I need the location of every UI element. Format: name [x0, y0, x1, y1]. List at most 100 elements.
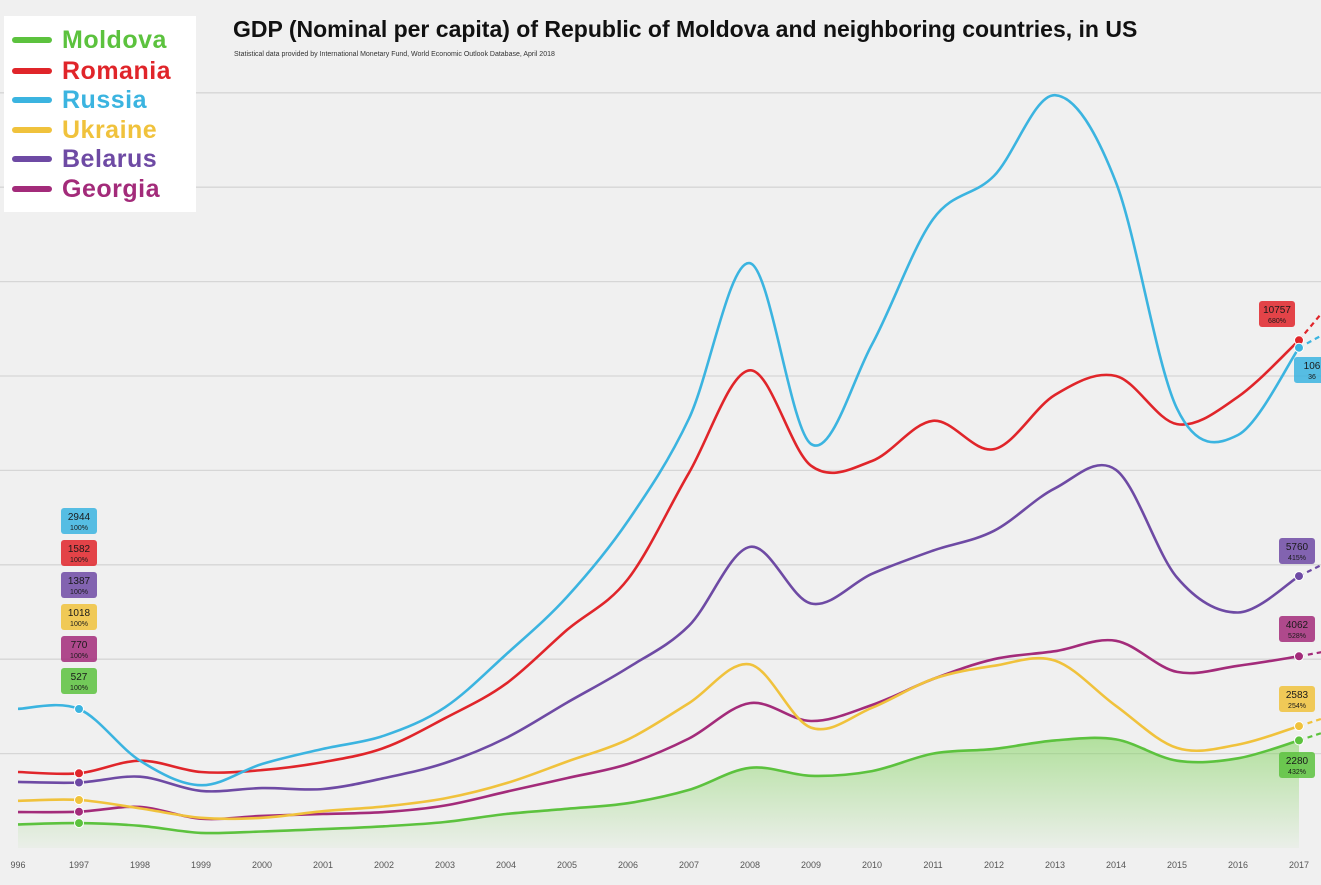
data-point-moldova [74, 818, 84, 829]
x-tick-label: 2009 [801, 860, 821, 870]
legend-swatch [12, 97, 52, 103]
value-label-percent: 254% [1288, 703, 1306, 710]
value-label-box [61, 668, 97, 694]
legend-label: Georgia [62, 174, 160, 203]
value-label-box [1279, 616, 1315, 642]
legend-swatch [12, 156, 52, 162]
x-tick-label: 2003 [435, 860, 455, 870]
data-point-georgia [1294, 651, 1304, 662]
value-label-text: 1582 [68, 544, 91, 555]
legend-label: Ukraine [62, 115, 158, 144]
value-label-percent: 100% [70, 557, 88, 564]
value-label-belarus: 1387 100% [61, 572, 97, 598]
value-label-percent: 100% [70, 653, 88, 660]
value-label-text: 4062 [1286, 620, 1309, 631]
x-tick-label: 2007 [679, 860, 699, 870]
data-point-georgia [74, 806, 84, 817]
series-line-belarus [17, 463, 1300, 793]
legend-label: Belarus [62, 144, 158, 173]
x-tick-label: 2011 [923, 860, 942, 870]
legend-item-romania: Romania [12, 56, 171, 86]
value-label-moldova: 527 100% [61, 668, 97, 694]
x-tick-label: 2012 [984, 860, 1004, 870]
value-label-text: 1018 [68, 608, 91, 619]
value-label-text: 106 [1304, 361, 1321, 372]
legend-item-russia: Russia [12, 85, 147, 115]
value-label-georgia: 770 100% [61, 636, 97, 662]
value-label-text: 10757 [1263, 305, 1291, 316]
value-label-percent: 36 [1308, 374, 1316, 381]
value-label-text: 2280 [1286, 756, 1309, 767]
series-line-romania [17, 339, 1300, 776]
forecast-line-russia [1298, 334, 1321, 349]
value-label-ukraine: 2583 254% [1279, 686, 1315, 712]
value-label-belarus: 5760 415% [1279, 538, 1315, 564]
value-label-text: 770 [71, 640, 88, 651]
value-label-percent: 415% [1288, 555, 1306, 562]
x-tick-label: 2008 [740, 860, 760, 870]
x-tick-label: 996 [10, 860, 25, 870]
x-tick-label: 2001 [313, 860, 333, 870]
data-point-belarus [1294, 571, 1304, 582]
x-tick-label: 2000 [252, 860, 272, 870]
forecast-line-ukraine [1298, 717, 1321, 728]
value-label-percent: 528% [1288, 633, 1306, 640]
x-tick-label: 2002 [374, 860, 394, 870]
legend-swatch [12, 186, 52, 192]
x-tick-label: 2006 [618, 860, 638, 870]
series-line-ukraine [17, 656, 1300, 821]
data-point-russia [1294, 342, 1304, 353]
legend-item-georgia: Georgia [12, 174, 160, 204]
data-point-russia [74, 704, 84, 714]
value-label-text: 2944 [68, 512, 91, 523]
value-label-box [1279, 538, 1315, 564]
x-tick-label: 1998 [130, 860, 150, 870]
gridlines [0, 92, 1321, 755]
value-label-ukraine: 1018 100% [61, 604, 97, 630]
chart-title: GDP (Nominal per capita) of Republic of … [233, 16, 1138, 42]
x-tick-label: 2004 [496, 860, 516, 870]
value-label-text: 2583 [1286, 690, 1309, 701]
x-tick-label: 2013 [1045, 860, 1065, 870]
value-label-percent: 100% [70, 621, 88, 628]
x-tick-label: 2017 [1289, 860, 1309, 870]
legend-item-belarus: Belarus [12, 144, 157, 174]
value-label-box [61, 572, 97, 598]
value-label-percent: 100% [70, 589, 88, 596]
value-label-percent: 100% [70, 685, 88, 692]
legend-label: Romania [62, 56, 172, 85]
data-point-ukraine [74, 795, 84, 805]
x-tick-label: 2005 [557, 860, 577, 870]
start-labels: 2944100%1582100%1387100%1018100%770100%5… [61, 508, 97, 694]
value-label-georgia: 4062 528% [1279, 616, 1315, 642]
value-label-box [1294, 357, 1321, 383]
x-tick-label: 2016 [1228, 860, 1248, 870]
x-tick-label: 2010 [862, 860, 882, 870]
x-tick-label: 1999 [191, 860, 211, 870]
value-label-text: 527 [71, 672, 88, 683]
legend-swatch [12, 68, 52, 74]
x-axis-ticks: 996 1997 1998 1999 2000 2001 2002 2003 2004 2005 2… [10, 860, 1309, 870]
value-label-percent: 680% [1268, 318, 1286, 325]
value-label-romania: 10757 680% [1259, 301, 1295, 327]
value-label-box [61, 540, 97, 566]
series-line-russia [17, 93, 1301, 787]
x-tick-label: 1997 [69, 860, 89, 870]
forecast-line-belarus [1298, 563, 1321, 578]
value-label-box [1259, 301, 1295, 327]
value-label-box [61, 508, 97, 534]
data-point-moldova [1294, 735, 1304, 746]
x-tick-label: 2014 [1106, 860, 1126, 870]
value-label-russia: 2944 100% [61, 508, 97, 534]
data-point-romania [74, 768, 84, 779]
x-tick-label: 2015 [1167, 860, 1187, 870]
legend-label: Russia [62, 85, 147, 114]
value-label-percent: 100% [70, 525, 88, 532]
chart-subtitle: Statistical data provided by Internation… [234, 51, 555, 58]
value-label-box [61, 604, 97, 630]
series-line-moldova [17, 736, 1300, 835]
forecast-line-georgia [1298, 651, 1321, 658]
value-label-percent: 432% [1288, 769, 1306, 776]
